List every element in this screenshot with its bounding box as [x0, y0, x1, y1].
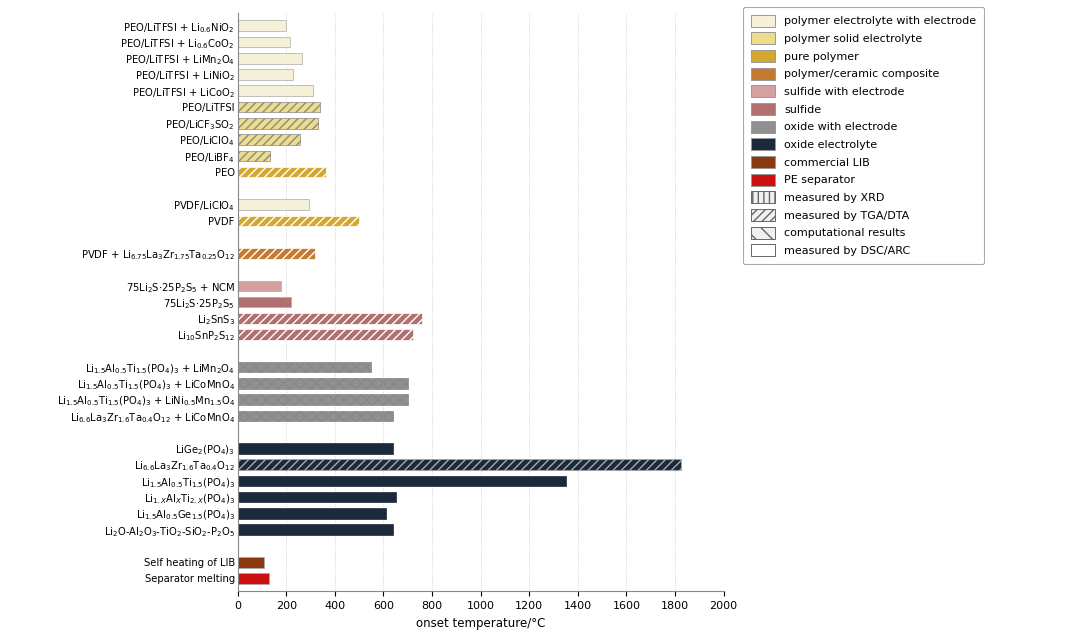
X-axis label: onset temperature/°C: onset temperature/°C: [416, 617, 545, 630]
Bar: [238, 37, 289, 47]
Bar: [238, 69, 294, 80]
Bar: [238, 53, 302, 64]
Bar: [238, 313, 422, 324]
Bar: [238, 557, 265, 567]
Legend: polymer electrolyte with electrode, polymer solid electrolyte, pure polymer, pol: polymer electrolyte with electrode, poly…: [743, 7, 984, 265]
Bar: [238, 151, 270, 161]
Bar: [238, 525, 393, 535]
Bar: [238, 329, 413, 340]
Bar: [238, 394, 408, 405]
Bar: [238, 102, 321, 113]
Bar: [238, 118, 318, 128]
Bar: [238, 573, 269, 584]
Bar: [238, 362, 372, 373]
Bar: [238, 248, 315, 259]
Bar: [238, 411, 393, 421]
Bar: [238, 85, 313, 96]
Bar: [238, 378, 408, 389]
Bar: [238, 20, 286, 31]
Bar: [238, 459, 681, 470]
Bar: [238, 476, 566, 486]
Bar: [238, 443, 393, 453]
Bar: [238, 216, 359, 226]
Bar: [238, 134, 299, 145]
Bar: [238, 492, 395, 502]
Bar: [238, 508, 386, 519]
Bar: [238, 280, 281, 291]
Bar: [238, 199, 309, 210]
Bar: [238, 167, 326, 177]
Bar: [238, 297, 292, 307]
